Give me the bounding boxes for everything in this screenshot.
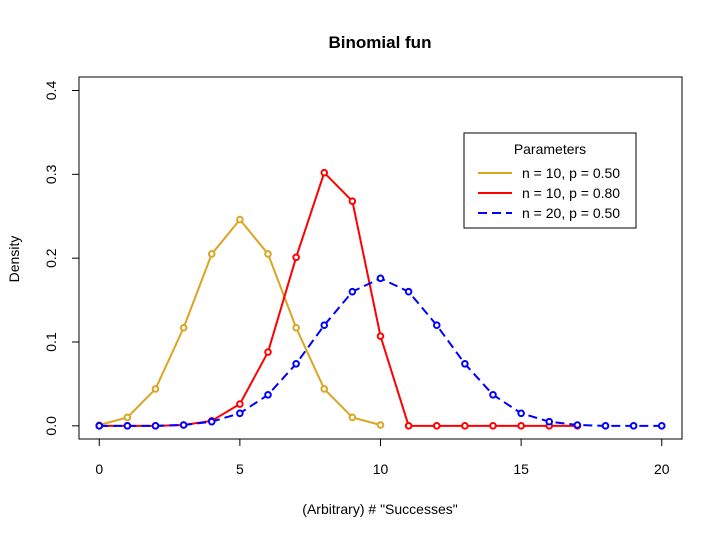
legend-entry-label: n = 10, p = 0.80 [522, 185, 620, 201]
data-point [461, 422, 469, 430]
data-point [292, 359, 300, 368]
data-point [179, 421, 188, 429]
x-tick-label: 20 [654, 461, 670, 477]
x-tick-label: 5 [236, 461, 244, 477]
data-point [123, 413, 132, 422]
y-tick-label: 0.2 [43, 248, 59, 268]
data-point [432, 321, 441, 330]
data-point [264, 250, 272, 258]
data-point [179, 323, 188, 332]
series-3 [95, 274, 666, 430]
data-point [489, 422, 497, 430]
x-tick-label: 15 [513, 461, 529, 477]
y-tick-label: 0.0 [43, 416, 59, 436]
legend-entry-label: n = 10, p = 0.50 [522, 165, 620, 181]
data-point [292, 253, 300, 262]
data-point [404, 287, 413, 296]
x-tick-label: 0 [95, 461, 103, 477]
y-tick-label: 0.3 [43, 164, 59, 184]
data-point [517, 409, 525, 418]
data-point [292, 323, 300, 332]
data-point [320, 385, 329, 393]
data-point [123, 422, 132, 430]
data-point [404, 422, 413, 430]
data-point [348, 287, 357, 296]
y-tick-label: 0.4 [43, 81, 59, 101]
data-point [517, 422, 525, 430]
data-point [376, 332, 385, 340]
legend-title: Parameters [514, 141, 586, 157]
x-axis: 0 5 10 15 20 [95, 438, 670, 477]
data-point [236, 409, 244, 418]
series-layer [95, 168, 666, 430]
data-point [348, 197, 357, 205]
data-point [376, 274, 385, 283]
data-point [573, 421, 582, 429]
data-point [95, 422, 104, 430]
y-axis: 0.0 0.1 0.2 0.3 0.4 [43, 81, 80, 436]
x-axis-label: (Arbitrary) # "Successes" [302, 501, 457, 517]
data-point [601, 422, 610, 430]
data-point [236, 215, 244, 224]
data-point [376, 421, 385, 429]
data-point [489, 391, 497, 399]
data-point [207, 417, 216, 426]
data-point [264, 391, 272, 399]
legend: Parameters n = 10, p = 0.50 n = 10, p = 0… [463, 132, 637, 229]
x-tick-label: 10 [373, 461, 389, 477]
data-point [629, 422, 638, 430]
data-point [432, 422, 441, 430]
y-tick-label: 0.1 [43, 332, 59, 352]
data-point [207, 250, 216, 258]
data-point [657, 422, 666, 430]
data-point [348, 413, 357, 422]
data-point [545, 417, 554, 426]
data-point [461, 359, 469, 368]
series-line [99, 171, 578, 427]
data-point [236, 400, 244, 408]
data-point [151, 422, 160, 430]
y-axis-label: Density [6, 236, 22, 283]
chart-title: Binomial fun [329, 33, 432, 52]
data-point [320, 168, 329, 177]
data-point [151, 385, 160, 393]
data-point [264, 348, 272, 356]
data-point [320, 321, 329, 330]
legend-entry-label: n = 20, p = 0.50 [522, 205, 620, 221]
